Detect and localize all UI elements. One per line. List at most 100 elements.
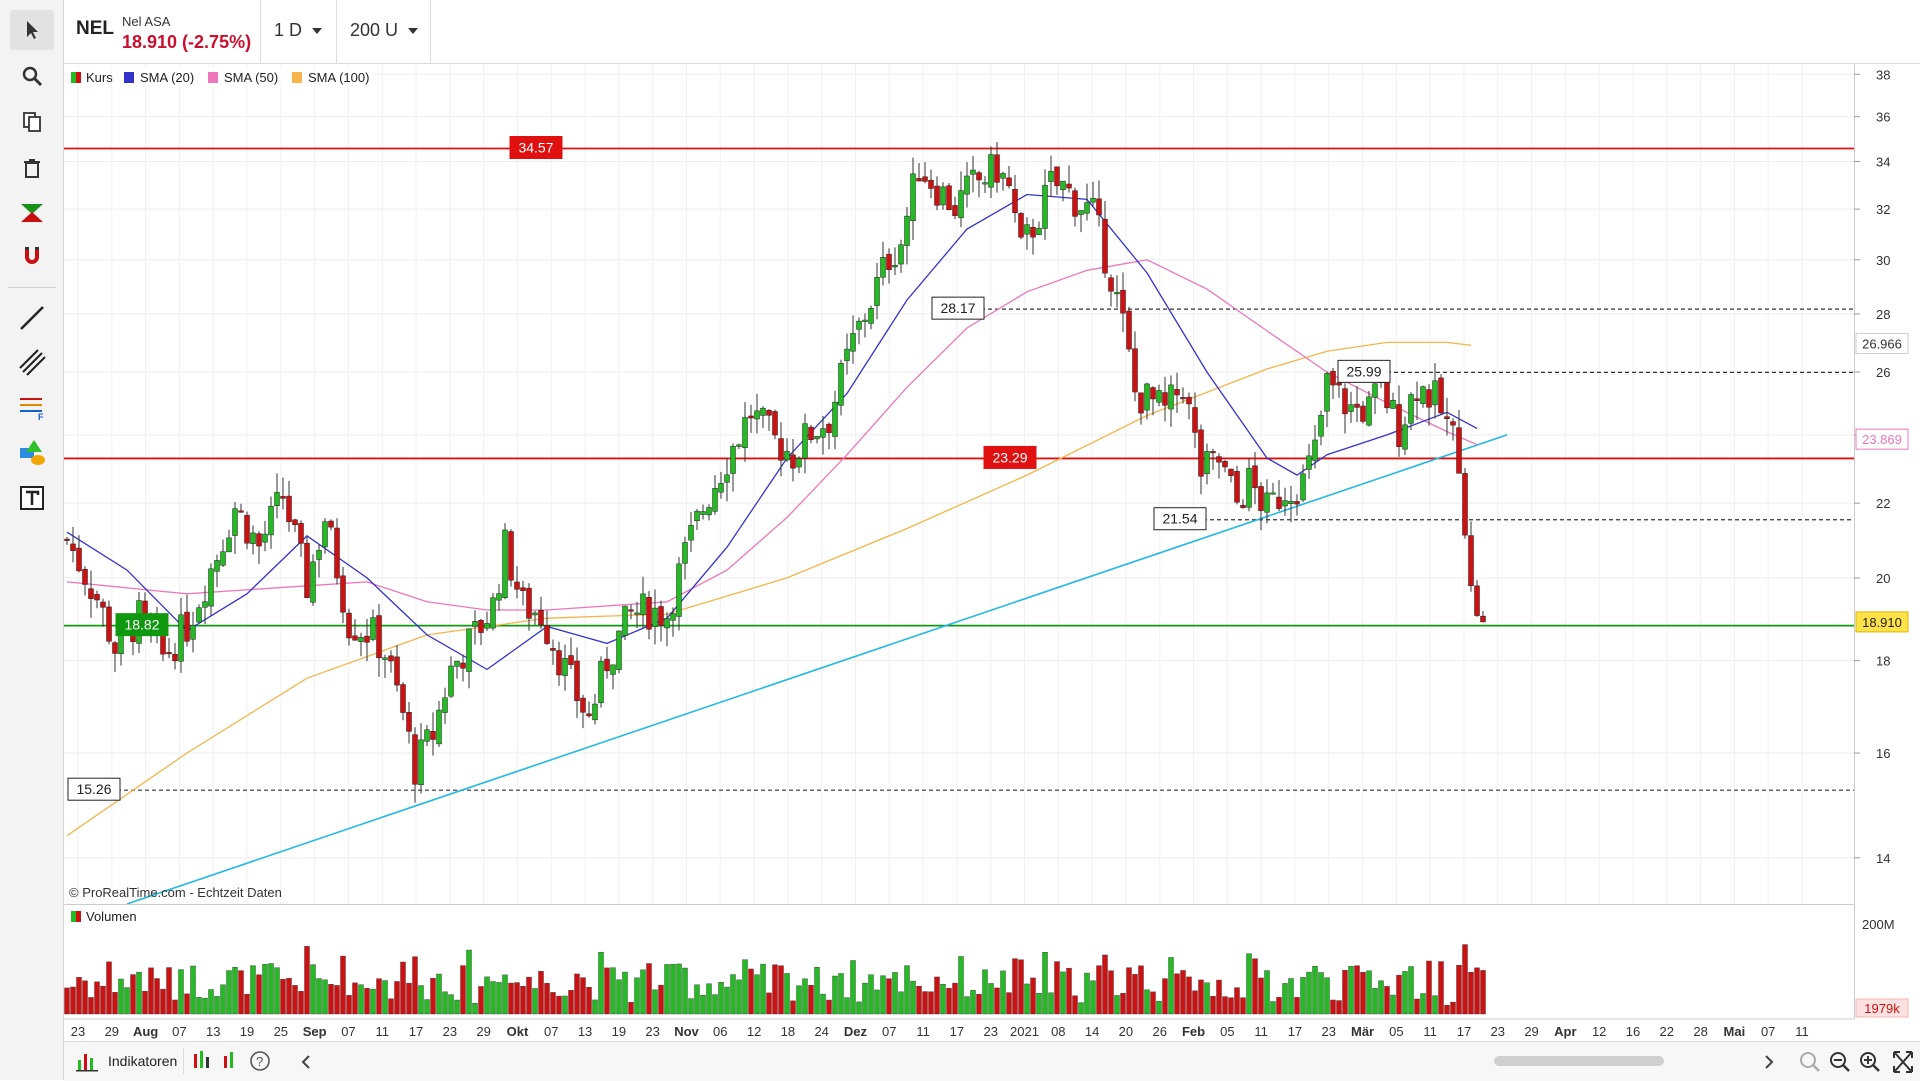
candle-body	[892, 265, 898, 268]
candle-body	[922, 176, 928, 182]
volume-bar	[988, 983, 994, 1015]
timeframe-select[interactable]: 1 D	[274, 20, 323, 41]
candle-body	[1366, 396, 1372, 426]
candle-body	[460, 662, 466, 669]
axis-divider	[1854, 64, 1855, 1019]
legend-sma50[interactable]: SMA (50)	[224, 70, 278, 85]
candle-body	[280, 496, 286, 499]
zoom-in-icon[interactable]	[1860, 1052, 1880, 1072]
x-tick-label: Feb	[1182, 1024, 1205, 1039]
trendline[interactable]	[126, 434, 1508, 904]
volume-bar	[154, 978, 160, 1015]
y-tick-label: 30	[1876, 253, 1890, 268]
trash-icon[interactable]	[10, 148, 54, 188]
trend-icon[interactable]	[10, 192, 54, 232]
volume-bar	[700, 994, 706, 1015]
price-chart[interactable]: 34.57 28.17 25.99 23.29 21.54 18.82 15.26 14 16…	[64, 64, 1920, 1041]
candle-body	[262, 533, 268, 543]
units-select[interactable]: 200 U	[350, 20, 419, 41]
volume-bar	[496, 982, 502, 1015]
volume-bar	[466, 949, 472, 1015]
candle-body	[652, 607, 658, 627]
candle-body	[1012, 189, 1018, 214]
text-icon[interactable]	[10, 478, 54, 518]
x-tick-label: 07	[341, 1024, 355, 1039]
volume-bar	[1366, 970, 1372, 1015]
candle-body	[1180, 397, 1186, 400]
zoom-fit-icon[interactable]	[1800, 1052, 1820, 1072]
candle-body	[1390, 399, 1396, 409]
volume-bar	[898, 991, 904, 1015]
candle-body	[664, 618, 670, 629]
candle-body	[772, 411, 778, 436]
volume-bar	[1480, 970, 1486, 1015]
fibonacci-icon[interactable]: F	[10, 388, 54, 428]
volume-bar	[1144, 989, 1150, 1015]
alert-icon[interactable]	[224, 1052, 233, 1068]
candle-body	[1270, 492, 1276, 495]
magnet-icon[interactable]	[10, 236, 54, 276]
candle-body	[226, 537, 232, 553]
volume-bar	[1306, 971, 1312, 1015]
volume-bar	[850, 960, 856, 1015]
candle-body	[898, 244, 904, 265]
legend-sma20[interactable]: SMA (20)	[140, 70, 194, 85]
price-level-box	[115, 613, 169, 637]
volume-bar	[220, 984, 226, 1015]
volume-bar	[1228, 997, 1234, 1015]
scroll-left-icon[interactable]	[296, 1052, 316, 1072]
candle-body	[1354, 403, 1360, 408]
units-label: 200 U	[350, 20, 399, 40]
candle-body	[1066, 183, 1072, 189]
zoom-icon[interactable]	[10, 56, 54, 96]
scrollbar-thumb[interactable]	[1494, 1056, 1664, 1066]
y-tick-label: 28	[1876, 307, 1890, 322]
cursor-icon[interactable]	[10, 10, 54, 50]
candle-body	[64, 538, 70, 541]
x-tick-label: 26	[1152, 1024, 1166, 1039]
fullscreen-icon[interactable]	[1893, 1051, 1913, 1073]
copy-icon[interactable]	[10, 102, 54, 142]
indicators-button[interactable]: Indikatoren	[70, 1048, 185, 1074]
candle-body	[424, 729, 430, 742]
x-tick-label: 23	[1491, 1024, 1505, 1039]
x-tick-label: 11	[916, 1024, 930, 1039]
candle-body	[286, 495, 292, 523]
candle-body	[856, 320, 862, 330]
volume-bar	[706, 983, 712, 1015]
volume-bar	[604, 967, 610, 1015]
y-tick-label: 16	[1876, 746, 1890, 761]
legend-volume[interactable]: Volumen	[86, 909, 137, 924]
volume-bar	[112, 992, 118, 1015]
candle-body	[412, 734, 418, 785]
candle-body	[184, 611, 190, 642]
volume-bar	[214, 996, 220, 1015]
legend-kurs[interactable]: Kurs	[86, 70, 113, 85]
compare-icon[interactable]	[194, 1051, 209, 1068]
help-icon[interactable]: ?	[250, 1051, 270, 1071]
volume-bar	[178, 969, 184, 1015]
volume-bar	[490, 981, 496, 1015]
volume-bar	[1276, 997, 1282, 1015]
volume-bar	[1342, 970, 1348, 1015]
volume-bar	[1048, 992, 1054, 1015]
volume-bar	[340, 955, 346, 1015]
parallel-lines-icon[interactable]	[10, 342, 54, 382]
scroll-right-icon[interactable]	[1759, 1052, 1779, 1072]
x-tick-label: Dez	[844, 1024, 868, 1039]
volume-bar	[760, 963, 766, 1015]
volume-bar	[874, 989, 880, 1015]
volume-bar	[940, 984, 946, 1015]
volume-bar	[1246, 953, 1252, 1015]
candle-body	[1318, 415, 1324, 437]
x-tick-label: 29	[476, 1024, 490, 1039]
legend-sma100[interactable]: SMA (100)	[308, 70, 369, 85]
x-tick-label: 14	[1085, 1024, 1099, 1039]
zoom-out-icon[interactable]	[1830, 1052, 1850, 1072]
volume-bar	[550, 992, 556, 1015]
candle-body	[166, 652, 172, 655]
line-icon[interactable]	[10, 298, 54, 338]
volume-bar	[1252, 958, 1258, 1015]
shapes-icon[interactable]	[10, 432, 54, 472]
candle-body	[1228, 468, 1234, 476]
